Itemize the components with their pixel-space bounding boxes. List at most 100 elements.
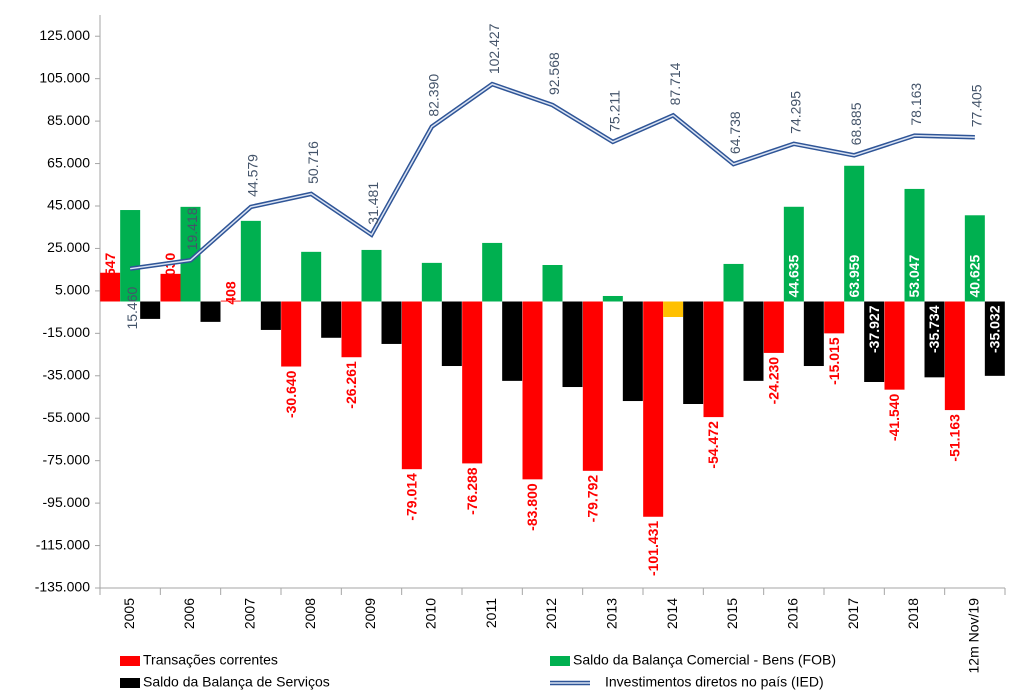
y-tick-label: -115.000 (36, 536, 90, 552)
data-label: -79.014 (404, 473, 420, 521)
data-label: -76.288 (464, 467, 480, 515)
data-label: 53.047 (906, 254, 922, 297)
bar (260, 301, 281, 330)
data-label: -35.032 (987, 305, 1003, 353)
data-label: -15.015 (826, 337, 842, 385)
data-label: 92.568 (546, 52, 562, 95)
bar (482, 242, 503, 302)
bar (522, 301, 543, 480)
data-label: 40.625 (967, 254, 983, 297)
bar (301, 251, 322, 302)
bar (381, 301, 402, 344)
data-label: -37.927 (866, 305, 882, 353)
y-tick-label: 25.000 (47, 239, 90, 255)
data-label: -54.472 (705, 421, 721, 469)
bar (723, 263, 744, 302)
x-tick-label: 2018 (905, 598, 921, 629)
bar (120, 210, 141, 302)
bar (421, 262, 442, 302)
bar (864, 301, 885, 382)
bar (683, 301, 704, 405)
x-tick-label: 2013 (604, 598, 620, 629)
y-tick-label: 105.000 (39, 69, 90, 85)
data-label: 68.885 (848, 102, 864, 145)
data-label: -51.163 (947, 414, 963, 462)
x-tick-label: 2009 (362, 598, 378, 629)
x-tick-label: 12m Nov/19 (966, 598, 982, 674)
legend-swatch (120, 678, 140, 688)
data-label: 102.427 (486, 23, 502, 74)
bar (160, 273, 181, 302)
data-label: -26.261 (343, 361, 359, 409)
data-label: -83.800 (524, 483, 540, 531)
bar (663, 301, 684, 317)
bar (200, 301, 221, 322)
y-tick-label: -95.000 (43, 494, 91, 510)
x-tick-label: 2008 (302, 598, 318, 629)
bar (542, 264, 563, 302)
y-tick-label: 65.000 (47, 154, 90, 170)
legend-label: Investimentos diretos no país (IED) (605, 674, 824, 690)
y-tick-label: -35.000 (43, 366, 91, 382)
bar (602, 295, 623, 302)
bar (562, 301, 583, 388)
bar (240, 220, 261, 302)
y-tick-label: -15.000 (43, 324, 91, 340)
legend-swatch (550, 656, 570, 666)
data-label: 77.405 (969, 84, 985, 127)
x-tick-label: 2016 (785, 598, 801, 629)
data-label: 15.460 (124, 286, 140, 329)
data-label: 78.163 (908, 83, 924, 126)
bar (502, 301, 523, 381)
bar (622, 301, 643, 402)
x-tick-label: 2012 (543, 598, 559, 629)
data-label: 13.547 (102, 252, 118, 295)
data-label: 64.738 (727, 111, 743, 154)
x-tick-label: 2014 (664, 598, 680, 629)
y-tick-label: 5.000 (55, 282, 90, 298)
legend-label: Saldo da Balança Comercial - Bens (FOB) (573, 652, 836, 668)
bar (924, 301, 945, 378)
y-tick-label: -75.000 (43, 451, 91, 467)
data-label: -30.640 (283, 370, 299, 418)
x-tick-label: 2011 (483, 598, 499, 628)
bar (824, 301, 845, 334)
data-label: -24.230 (766, 357, 782, 405)
bar (401, 301, 422, 470)
bar (100, 272, 121, 302)
bar (763, 301, 784, 353)
y-tick-label: 125.000 (39, 27, 90, 43)
line-highlight (130, 83, 975, 270)
bar (441, 301, 462, 367)
bar (361, 249, 382, 302)
bar (964, 215, 985, 302)
x-tick-label: 2006 (181, 598, 197, 629)
legend-label: Transações correntes (143, 652, 278, 668)
data-label: 44.635 (786, 254, 802, 297)
bar (783, 206, 804, 302)
x-tick-label: 2007 (242, 598, 258, 629)
x-tick-label: 2015 (724, 598, 740, 629)
data-label: 31.481 (365, 182, 381, 225)
y-tick-label: 85.000 (47, 112, 90, 128)
bar (844, 165, 865, 302)
bar (703, 301, 724, 418)
legend-swatch (120, 656, 140, 666)
data-label: 13.030 (162, 252, 178, 295)
data-label: 44.579 (245, 154, 261, 197)
bar (944, 301, 965, 411)
data-label: -101.431 (645, 521, 661, 576)
bar (803, 301, 824, 367)
bar (220, 300, 241, 302)
x-tick-label: 2017 (845, 598, 861, 629)
bar (984, 301, 1005, 376)
data-label: -79.792 (585, 475, 601, 523)
bar (180, 206, 201, 302)
y-tick-label: -135.000 (35, 579, 90, 595)
bar (643, 301, 664, 517)
data-label: -41.540 (886, 393, 902, 441)
legend-label: Saldo da Balança de Serviços (143, 674, 330, 690)
bar (321, 301, 342, 338)
data-label: 19.418 (184, 207, 200, 250)
